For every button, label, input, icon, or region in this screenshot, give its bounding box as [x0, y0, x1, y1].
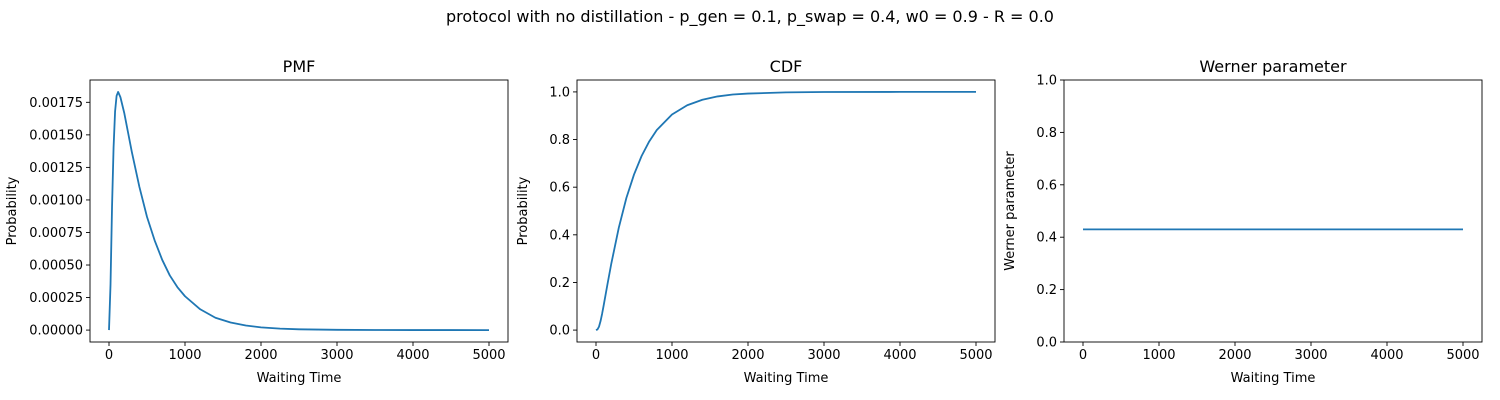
- werner-axes-frame: [1063, 79, 1483, 343]
- cdf-x-tick-label: 4000: [883, 348, 916, 363]
- cdf-y-tick-label: 0.2: [549, 276, 570, 291]
- werner-y-tick-label: 0.6: [1036, 178, 1057, 193]
- cdf-x-tick-label: 3000: [807, 348, 840, 363]
- pmf-y-tick-label: 0.00175: [29, 96, 83, 111]
- pmf-series-line: [108, 91, 490, 331]
- cdf-x-tick-label: 5000: [959, 348, 992, 363]
- pmf-x-tick-label: 2000: [244, 348, 277, 363]
- cdf-x-axis-label: Waiting Time: [744, 371, 829, 386]
- werner-x-tick-label: 2000: [1218, 348, 1251, 363]
- pmf-y-tick-label: 0.00100: [29, 193, 83, 208]
- cdf-x-tick-label: 2000: [731, 348, 764, 363]
- pmf-x-tick-label: 3000: [320, 348, 353, 363]
- cdf-x-tick-label: 0: [592, 348, 600, 363]
- figure-suptitle: protocol with no distillation - p_gen = …: [446, 7, 1054, 27]
- werner-y-tick-label: 0.4: [1036, 231, 1057, 246]
- werner-x-tick-label: 0: [1079, 348, 1087, 363]
- cdf-title: CDF: [770, 57, 803, 76]
- pmf-y-tick-label: 0.00125: [29, 161, 83, 176]
- cdf-y-tick-label: 1.0: [549, 85, 570, 100]
- werner-axes: Werner parameter 0 1000 2000 3000 4000 5000 0.0…: [1003, 57, 1483, 386]
- werner-y-tick-label: 0.2: [1036, 283, 1057, 298]
- pmf-y-axis-label: Probability: [5, 176, 20, 245]
- werner-x-tick-label: 4000: [1370, 348, 1403, 363]
- werner-title: Werner parameter: [1199, 57, 1347, 76]
- cdf-series-line: [595, 91, 976, 331]
- cdf-y-axis-label: Probability: [516, 176, 531, 245]
- werner-x-tick-label: 3000: [1294, 348, 1327, 363]
- werner-x-axis-label: Waiting Time: [1231, 371, 1316, 386]
- pmf-y-tick-label: 0.00050: [29, 259, 83, 274]
- pmf-axes: PMF 0 1000 2000 3000 4000 5000 0.00000 0.00025 0.…: [5, 57, 509, 386]
- pmf-y-tick-label: 0.00025: [29, 291, 83, 306]
- pmf-y-tick-label: 0.00075: [29, 226, 83, 241]
- pmf-x-axis-label: Waiting Time: [257, 371, 342, 386]
- werner-x-tick-label: 5000: [1446, 348, 1479, 363]
- cdf-axes-frame: [576, 79, 996, 343]
- cdf-y-tick-label: 0.8: [549, 133, 570, 148]
- werner-y-tick-label: 0.0: [1036, 336, 1057, 351]
- cdf-axes: CDF 0 1000 2000 3000 4000 5000 0.0 0.2 0.4 0.6 0.8 1…: [516, 57, 996, 386]
- cdf-y-tick-label: 0.4: [549, 228, 570, 243]
- werner-x-tick-label: 1000: [1142, 348, 1175, 363]
- pmf-x-tick-label: 4000: [396, 348, 429, 363]
- cdf-y-tick-label: 0.0: [549, 324, 570, 339]
- pmf-x-tick-label: 5000: [472, 348, 505, 363]
- werner-y-axis-label: Werner parameter: [1003, 151, 1018, 271]
- pmf-title: PMF: [283, 57, 316, 76]
- werner-y-tick-label: 0.8: [1036, 126, 1057, 141]
- pmf-x-tick-label: 1000: [168, 348, 201, 363]
- werner-y-tick-label: 1.0: [1036, 74, 1057, 89]
- cdf-y-tick-label: 0.6: [549, 181, 570, 196]
- pmf-y-tick-label: 0.00150: [29, 128, 83, 143]
- pmf-axes-frame: [89, 79, 509, 343]
- pmf-y-tick-label: 0.00000: [29, 324, 83, 339]
- pmf-x-tick-label: 0: [105, 348, 113, 363]
- cdf-x-tick-label: 1000: [655, 348, 688, 363]
